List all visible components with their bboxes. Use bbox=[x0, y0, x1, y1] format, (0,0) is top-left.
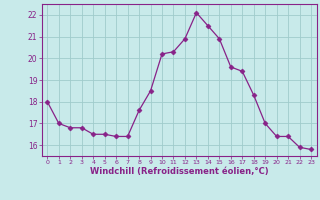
X-axis label: Windchill (Refroidissement éolien,°C): Windchill (Refroidissement éolien,°C) bbox=[90, 167, 268, 176]
